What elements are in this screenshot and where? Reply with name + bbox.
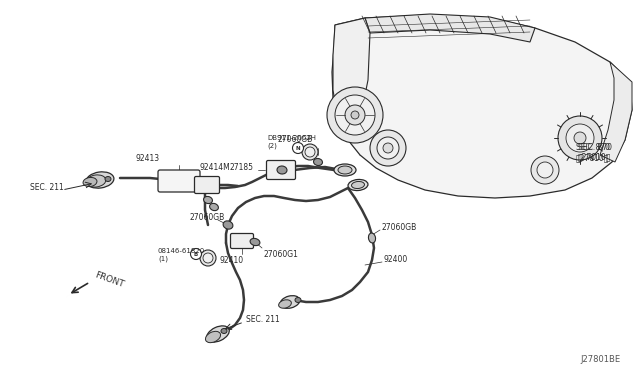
Ellipse shape [83, 177, 97, 187]
Text: 92410: 92410 [220, 256, 244, 265]
Circle shape [566, 124, 594, 152]
Ellipse shape [204, 196, 212, 203]
Circle shape [302, 144, 318, 160]
Circle shape [345, 105, 365, 125]
Circle shape [327, 87, 383, 143]
Ellipse shape [338, 166, 352, 174]
Text: B: B [194, 251, 198, 257]
Ellipse shape [105, 176, 111, 182]
Text: 92413: 92413 [136, 154, 160, 163]
Text: 27060GB: 27060GB [277, 135, 312, 144]
Text: SEC. 211: SEC. 211 [246, 314, 280, 324]
Text: FRONT: FRONT [93, 270, 125, 289]
Ellipse shape [295, 298, 301, 302]
Circle shape [383, 143, 393, 153]
Circle shape [574, 132, 586, 144]
FancyBboxPatch shape [158, 170, 200, 192]
Ellipse shape [348, 179, 368, 190]
Circle shape [305, 147, 315, 157]
Ellipse shape [314, 158, 323, 166]
Circle shape [191, 248, 202, 260]
Ellipse shape [277, 166, 287, 174]
Ellipse shape [369, 233, 376, 243]
Text: 92414M: 92414M [200, 163, 231, 172]
Circle shape [351, 111, 359, 119]
Circle shape [531, 156, 559, 184]
Text: 〰27010〱: 〰27010〱 [578, 153, 611, 161]
Text: 08146-61820
(1): 08146-61820 (1) [158, 248, 205, 262]
Ellipse shape [207, 326, 229, 342]
Text: 27060GB: 27060GB [382, 224, 417, 232]
FancyBboxPatch shape [230, 234, 253, 248]
Circle shape [335, 95, 375, 135]
Text: SEC. 211: SEC. 211 [30, 183, 64, 192]
Polygon shape [600, 62, 632, 162]
Text: SEC. 870: SEC. 870 [576, 144, 610, 153]
Ellipse shape [351, 182, 365, 189]
Circle shape [370, 130, 406, 166]
Polygon shape [332, 15, 632, 198]
Circle shape [203, 253, 213, 263]
Ellipse shape [250, 238, 260, 246]
Text: DB911-2062H
(2): DB911-2062H (2) [267, 135, 316, 149]
Ellipse shape [221, 328, 227, 334]
Circle shape [292, 142, 303, 154]
Ellipse shape [223, 221, 233, 229]
Ellipse shape [86, 172, 114, 188]
Text: N: N [296, 145, 300, 151]
Text: 〰27010〱: 〰27010〱 [576, 154, 609, 163]
Ellipse shape [334, 164, 356, 176]
Text: 27185: 27185 [230, 164, 254, 173]
Text: SEC. 870: SEC. 870 [578, 144, 612, 153]
Ellipse shape [205, 331, 221, 343]
Text: 27060G1: 27060G1 [264, 250, 299, 259]
Text: 27060GB: 27060GB [190, 214, 225, 222]
Circle shape [200, 250, 216, 266]
Circle shape [537, 162, 553, 178]
Polygon shape [365, 14, 535, 42]
FancyBboxPatch shape [195, 176, 220, 193]
Circle shape [377, 137, 399, 159]
Polygon shape [333, 18, 370, 140]
Ellipse shape [278, 300, 291, 308]
Ellipse shape [86, 175, 106, 187]
Ellipse shape [280, 296, 300, 308]
FancyBboxPatch shape [266, 160, 296, 180]
Text: 92400: 92400 [384, 256, 408, 264]
Ellipse shape [210, 203, 218, 211]
Circle shape [558, 116, 602, 160]
Text: J27801BE: J27801BE [580, 355, 620, 364]
